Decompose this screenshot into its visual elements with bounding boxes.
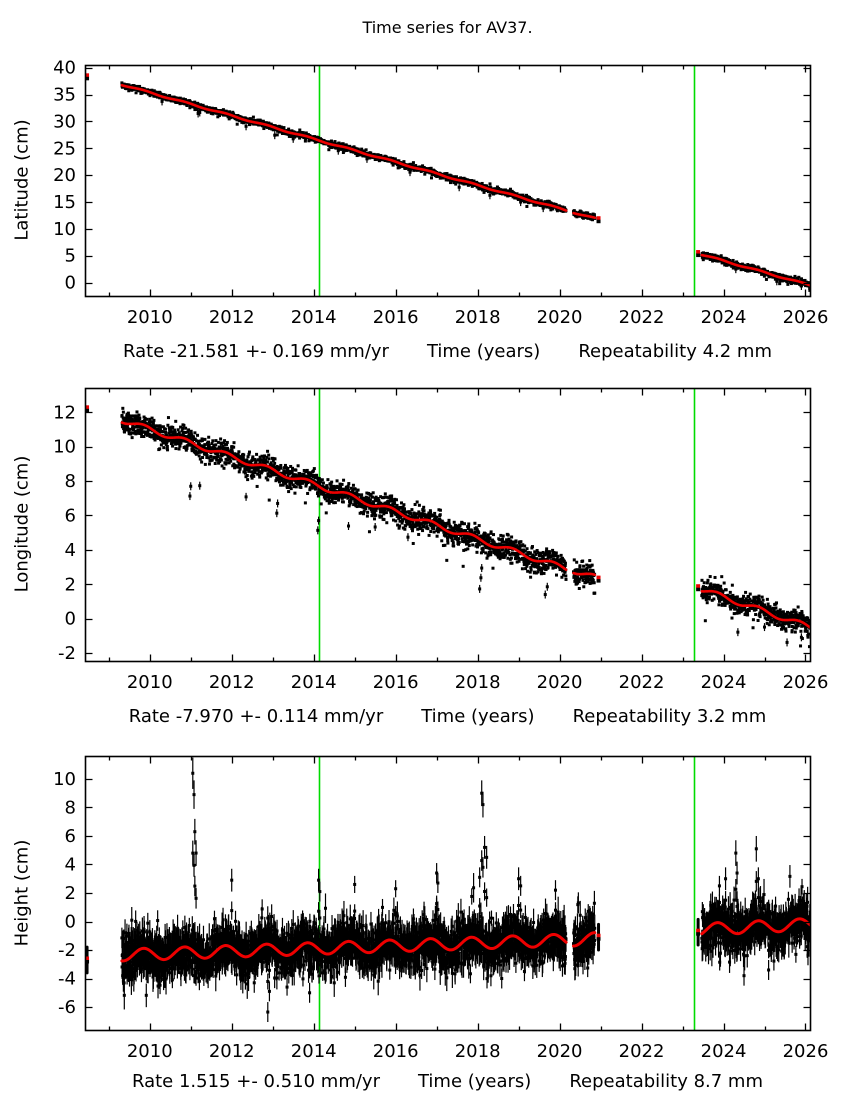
rate-text-height: Rate 1.515 +- 0.510 mm/yr bbox=[131, 1071, 380, 1092]
plot-title: Time series for AV37. bbox=[362, 18, 533, 37]
y-axis-label-longitude-text: Longitude (cm) bbox=[11, 455, 33, 593]
repeatability-text-latitude: Repeatability 4.2 mm bbox=[578, 341, 772, 362]
rate-text-latitude: Rate -21.581 +- 0.169 mm/yr bbox=[123, 341, 389, 362]
x-axis-label-height: Time (years) bbox=[417, 1071, 532, 1092]
repeatability-text-height: Repeatability 8.7 mm bbox=[569, 1071, 763, 1092]
y-axis-label-latitude-text: Latitude (cm) bbox=[11, 119, 33, 241]
footer-row-height: Rate 1.515 +- 0.510 mm/yr Time (years) R… bbox=[85, 1071, 810, 1092]
x-axis-label-latitude: Time (years) bbox=[426, 341, 541, 362]
x-axis-label-longitude: Time (years) bbox=[421, 706, 535, 727]
rate-text-longitude: Rate -7.970 +- 0.114 mm/yr bbox=[128, 706, 384, 727]
footer-row-longitude: Rate -7.970 +- 0.114 mm/yr Time (years) … bbox=[85, 706, 810, 727]
y-axis-label-height-text: Height (cm) bbox=[11, 839, 33, 947]
footer-row-latitude: Rate -21.581 +- 0.169 mm/yr Time (years)… bbox=[85, 341, 810, 362]
repeatability-text-longitude: Repeatability 3.2 mm bbox=[572, 706, 767, 727]
